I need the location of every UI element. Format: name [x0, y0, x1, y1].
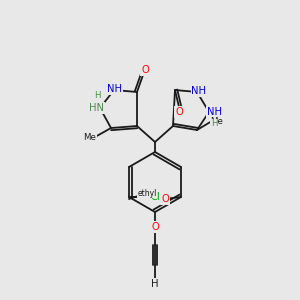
Text: H: H: [94, 92, 100, 100]
Text: HN: HN: [89, 103, 104, 113]
Text: O: O: [151, 222, 159, 232]
Text: ethyl: ethyl: [137, 188, 157, 197]
Text: NH: NH: [191, 86, 206, 96]
Text: Me: Me: [211, 116, 224, 125]
Text: Cl: Cl: [150, 192, 160, 202]
Text: O: O: [175, 107, 183, 117]
Text: O: O: [141, 65, 149, 75]
Text: Me: Me: [84, 133, 96, 142]
Text: NH: NH: [107, 84, 122, 94]
Text: H: H: [151, 279, 159, 289]
Text: O: O: [161, 194, 169, 204]
Text: NH: NH: [206, 107, 221, 117]
Text: H: H: [211, 119, 217, 128]
